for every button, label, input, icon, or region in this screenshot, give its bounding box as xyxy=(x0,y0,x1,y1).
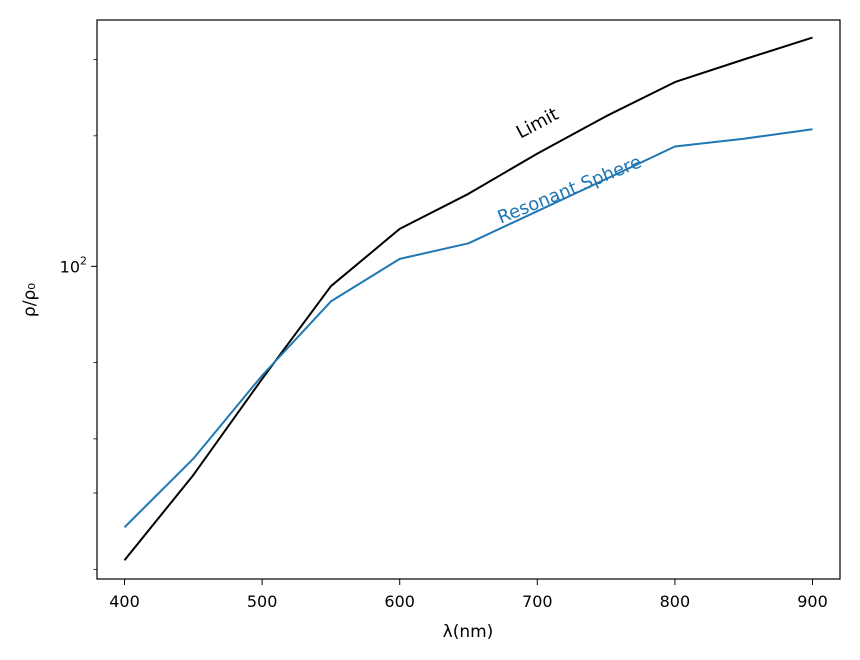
y-tick-label: 102 xyxy=(60,254,87,276)
x-axis: 400 500 600 700 800 900 xyxy=(109,579,828,611)
y-axis-label: ρ/ρ₀ xyxy=(20,283,40,317)
x-tick-label: 900 xyxy=(797,592,828,611)
y-axis: 102 xyxy=(60,59,97,570)
x-tick-label: 400 xyxy=(109,592,140,611)
x-tick-label: 700 xyxy=(522,592,553,611)
x-tick-label: 500 xyxy=(247,592,278,611)
annotation-resonant-sphere: Resonant Sphere xyxy=(495,152,645,229)
series-line-resonant-sphere xyxy=(123,128,813,529)
x-axis-label: λ(nm) xyxy=(443,622,494,642)
x-tick-label: 800 xyxy=(660,592,691,611)
plot-frame xyxy=(96,19,841,580)
x-tick-label: 600 xyxy=(384,592,415,611)
annotation-limit: Limit xyxy=(513,104,562,143)
series-layer xyxy=(123,36,813,561)
series-line-limit xyxy=(123,36,813,561)
